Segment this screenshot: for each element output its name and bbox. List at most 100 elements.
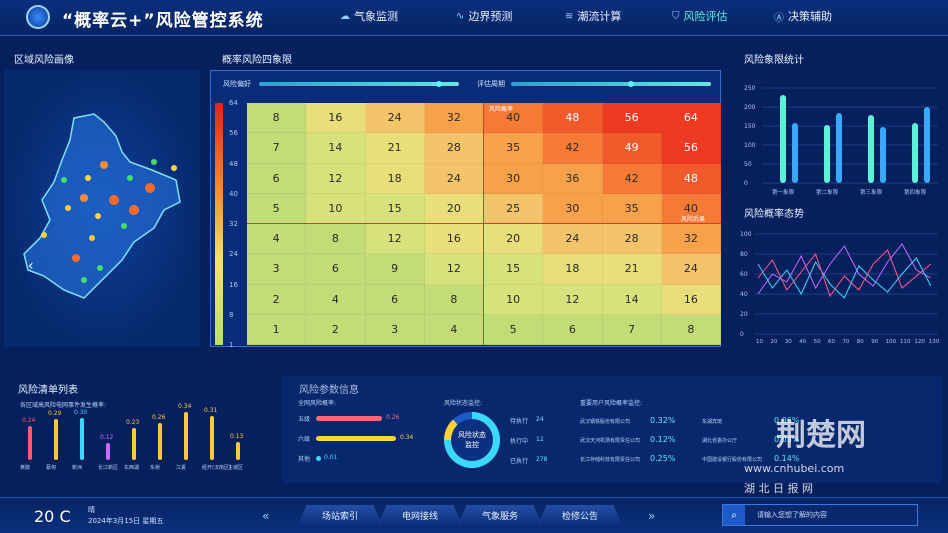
search-box[interactable]: ⌕ 请输入您想了解的内容: [722, 504, 918, 526]
scale-tick: 40: [229, 189, 238, 198]
matrix-cell[interactable]: 64: [661, 103, 721, 134]
region-value: 0.12: [100, 434, 114, 442]
category-label: 第三象限: [860, 188, 883, 196]
matrix-cell[interactable]: 2: [306, 314, 366, 345]
matrix-cell[interactable]: 6: [543, 314, 603, 345]
matrix-cell[interactable]: 56: [661, 133, 721, 164]
matrix-cell[interactable]: 56: [602, 103, 662, 134]
matrix-cell[interactable]: 6: [365, 284, 425, 315]
matrix-cell[interactable]: 9: [365, 254, 425, 285]
matrix-cell[interactable]: 12: [306, 163, 366, 194]
matrix-cell[interactable]: 7: [247, 133, 307, 164]
search-input[interactable]: 请输入您想了解的内容: [757, 511, 827, 519]
matrix-cell[interactable]: 4: [247, 224, 307, 255]
region-value: 0.29: [48, 410, 62, 418]
matrix-cell[interactable]: 10: [484, 284, 544, 315]
matrix-cell[interactable]: 20: [484, 224, 544, 255]
matrix-cell[interactable]: 2: [247, 284, 307, 315]
matrix-cell[interactable]: 21: [602, 254, 662, 285]
slider-knob[interactable]: [628, 81, 634, 87]
footer-tab-maintenance[interactable]: 检修公告: [538, 505, 622, 525]
matrix-cell[interactable]: 5: [484, 314, 544, 345]
matrix-cell[interactable]: 1: [247, 314, 307, 345]
matrix-cell[interactable]: 24: [365, 103, 425, 134]
matrix-cell[interactable]: 42: [543, 133, 603, 164]
status-value-3: 278: [536, 456, 548, 463]
trend-title: 风险概率态势: [744, 209, 804, 220]
matrix-cell[interactable]: 4: [306, 284, 366, 315]
nav-flow[interactable]: ≋ 潮流计算: [565, 8, 621, 24]
matrix-cell[interactable]: 30: [543, 193, 603, 224]
matrix-cell[interactable]: 8: [306, 224, 366, 255]
footer-tab-grid[interactable]: 电网接线: [378, 505, 462, 525]
matrix-cell[interactable]: 48: [543, 103, 603, 134]
matrix-cell[interactable]: 18: [365, 163, 425, 194]
matrix-cell[interactable]: 24: [661, 254, 721, 285]
matrix-cell[interactable]: 28: [602, 224, 662, 255]
matrix-cell[interactable]: 3: [365, 314, 425, 345]
x-tick: 50: [814, 339, 821, 345]
matrix-cell[interactable]: 20: [424, 193, 484, 224]
matrix-cell[interactable]: 12: [424, 254, 484, 285]
matrix-cell[interactable]: 8: [424, 284, 484, 315]
matrix-cell[interactable]: 14: [602, 284, 662, 315]
nav-decision[interactable]: Ⓐ 决策辅助: [774, 8, 832, 24]
matrix-cell[interactable]: 15: [484, 254, 544, 285]
matrix-cell[interactable]: 40: [661, 193, 721, 224]
matrix-cell[interactable]: 8: [247, 103, 307, 134]
matrix-cell[interactable]: 18: [543, 254, 603, 285]
matrix-cell[interactable]: 36: [543, 163, 603, 194]
region-value: 0.24: [22, 417, 36, 425]
region-bar: [132, 427, 136, 460]
slider-knob[interactable]: [436, 81, 442, 87]
matrix-cell[interactable]: 32: [424, 103, 484, 134]
matrix-cell[interactable]: 10: [306, 193, 366, 224]
matrix-cell[interactable]: 7: [602, 314, 662, 345]
matrix-cell[interactable]: 16: [424, 224, 484, 255]
matrix-cell[interactable]: 14: [306, 133, 366, 164]
matrix-cell[interactable]: 15: [365, 193, 425, 224]
watermark-brand: 荆楚网: [776, 418, 866, 453]
matrix-cell[interactable]: 32: [661, 224, 721, 255]
matrix-cell[interactable]: 21: [365, 133, 425, 164]
matrix-cell[interactable]: 6: [247, 163, 307, 194]
footer-tab-station[interactable]: 场站索引: [298, 505, 382, 525]
matrix-cell[interactable]: 5: [247, 193, 307, 224]
matrix-cell[interactable]: 8: [661, 314, 721, 345]
matrix-cell[interactable]: 48: [661, 163, 721, 194]
x-tick: 120: [914, 339, 925, 345]
matrix-cell[interactable]: 6: [306, 254, 366, 285]
region-name: 东桥: [150, 465, 161, 471]
matrix-cell[interactable]: 28: [424, 133, 484, 164]
matrix-cell[interactable]: 12: [543, 284, 603, 315]
quadrant-bar: [912, 123, 918, 183]
y-tick: 0: [740, 331, 744, 338]
matrix-cell[interactable]: 35: [602, 193, 662, 224]
matrix-cell[interactable]: 16: [306, 103, 366, 134]
matrix-cell[interactable]: 35: [484, 133, 544, 164]
matrix-cell[interactable]: 16: [661, 284, 721, 315]
search-icon[interactable]: ⌕: [723, 505, 745, 525]
matrix-cell[interactable]: 3: [247, 254, 307, 285]
user2-value-2: 0.03%: [774, 435, 800, 444]
eval-period-slider[interactable]: [511, 81, 711, 87]
risk-preference-slider[interactable]: [259, 81, 459, 87]
nav-weather[interactable]: ☁ 气象监测: [340, 8, 398, 24]
matrix-cell[interactable]: 25: [484, 193, 544, 224]
matrix-cell[interactable]: 42: [602, 163, 662, 194]
footer-prev-icon[interactable]: «: [262, 509, 270, 523]
matrix-cell[interactable]: 49: [602, 133, 662, 164]
nav-risk-assessment[interactable]: ⛉ 风险评估: [672, 8, 728, 24]
matrix-cell[interactable]: 24: [424, 163, 484, 194]
axis-label-consequence: 风险后果: [681, 216, 706, 223]
matrix-cell[interactable]: 4: [424, 314, 484, 345]
matrix-cell[interactable]: 24: [543, 224, 603, 255]
matrix-cell[interactable]: 30: [484, 163, 544, 194]
footer-tab-weather[interactable]: 气象服务: [458, 505, 542, 525]
matrix-cell[interactable]: 40: [484, 103, 544, 134]
map-prev-arrow-icon[interactable]: ‹: [28, 258, 34, 274]
footer-next-icon[interactable]: »: [648, 509, 656, 523]
status-label: 风险状态监控:: [444, 400, 483, 407]
matrix-cell[interactable]: 12: [365, 224, 425, 255]
nav-boundary[interactable]: ∿ 边界预测: [456, 8, 512, 24]
